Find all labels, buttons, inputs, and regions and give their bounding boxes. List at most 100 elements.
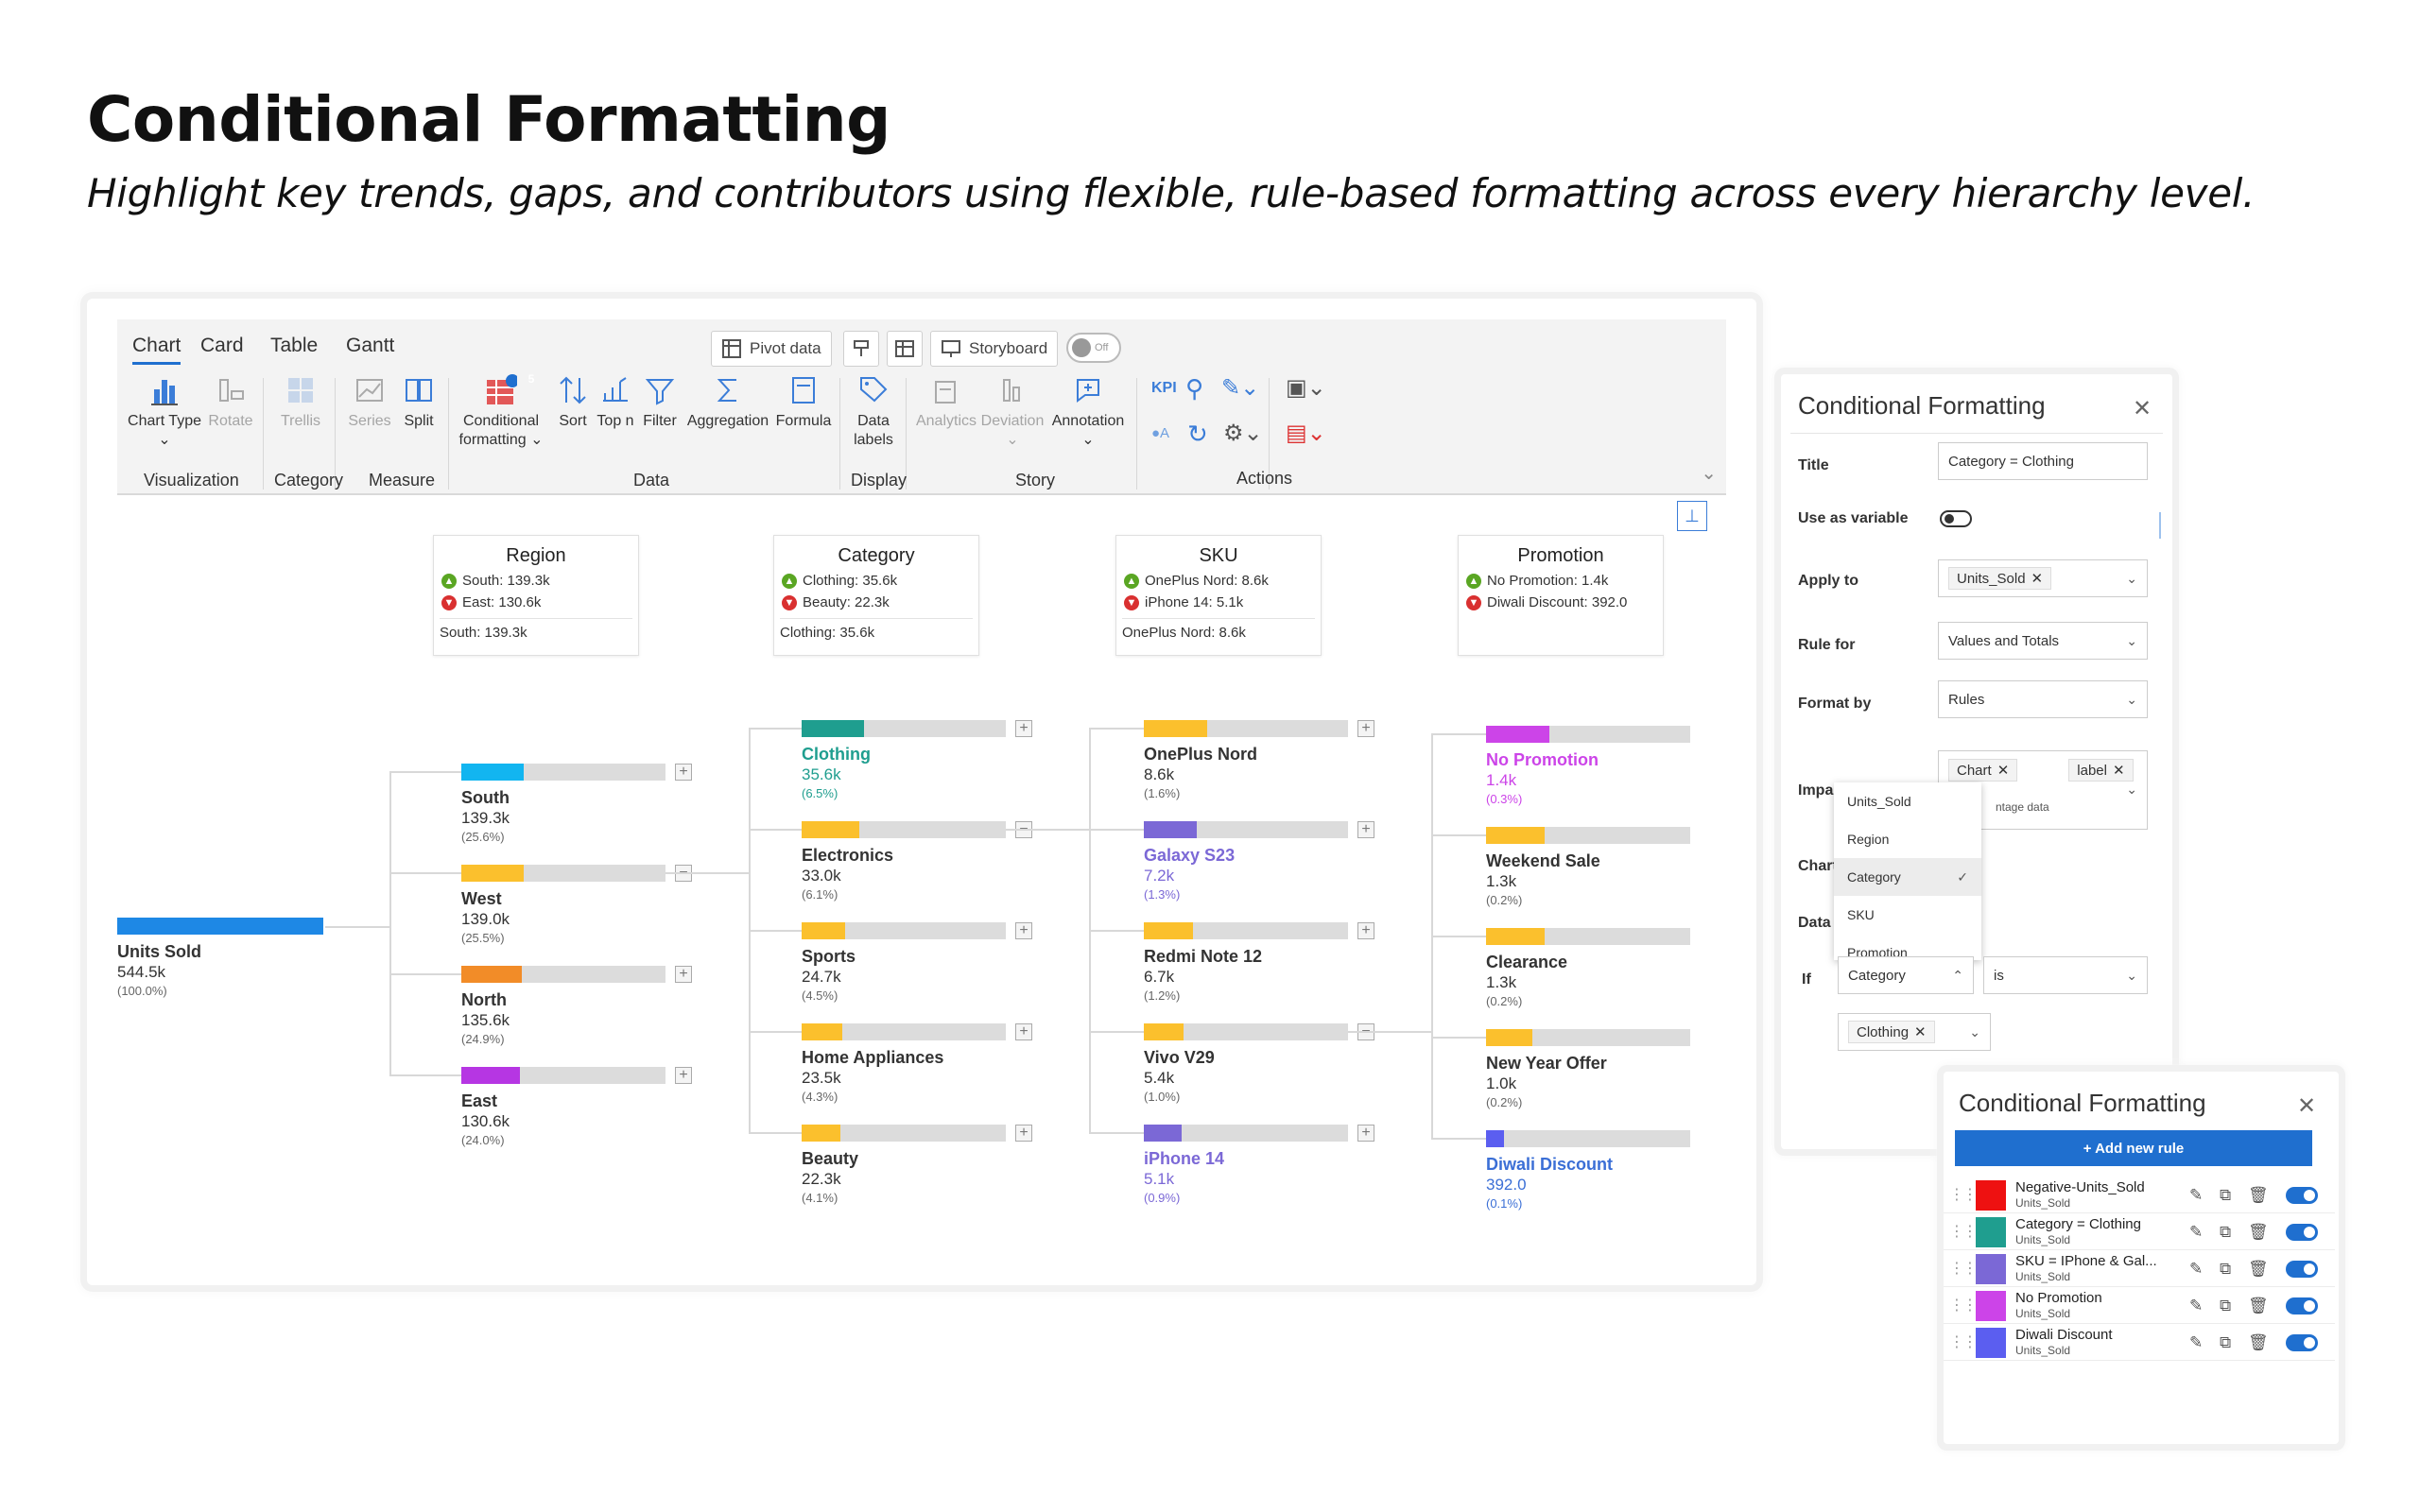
chart-type-button[interactable]: Chart Type ⌄ bbox=[127, 374, 202, 450]
close-icon[interactable]: ✕ bbox=[2297, 1093, 2317, 1119]
tab-card[interactable]: Card bbox=[200, 335, 244, 356]
if-field-select[interactable]: Category ⌃ bbox=[1838, 956, 1974, 994]
aggregation-button[interactable]: Aggregation bbox=[683, 374, 773, 431]
split-button[interactable]: Split bbox=[395, 374, 442, 431]
chevron-up-icon[interactable]: ⌃ bbox=[1952, 967, 1963, 983]
dropdown-option[interactable]: Units_Sold bbox=[1834, 782, 1981, 820]
tree-node[interactable]: Sports 24.7k (4.5%) + bbox=[802, 922, 1044, 1007]
expand-icon[interactable]: + bbox=[675, 764, 692, 781]
impacts-chip-chart[interactable]: Chart ✕ bbox=[1948, 759, 2018, 782]
edit-icon[interactable]: ✎ bbox=[2189, 1223, 2204, 1241]
chevron-down-icon[interactable]: ⌄ bbox=[2126, 691, 2137, 707]
hierarchy-icon[interactable]: ⊥ bbox=[1677, 501, 1707, 531]
tree-node[interactable]: Galaxy S23 7.2k (1.3%) + bbox=[1144, 821, 1386, 906]
rule-enabled-toggle[interactable] bbox=[2286, 1261, 2318, 1278]
copy-icon[interactable]: ⧉ bbox=[2220, 1333, 2232, 1351]
tree-node[interactable]: iPhone 14 5.1k (0.9%) + bbox=[1144, 1125, 1386, 1210]
paint-button[interactable] bbox=[843, 331, 879, 367]
value-select[interactable]: Clothing ✕ ⌄ bbox=[1838, 1013, 1991, 1051]
rule-enabled-toggle[interactable] bbox=[2286, 1187, 2318, 1204]
rule-enabled-toggle[interactable] bbox=[2286, 1334, 2318, 1351]
sort-button[interactable]: Sort bbox=[554, 374, 592, 431]
rule-row[interactable]: ⋮⋮ Negative-Units_Sold Units_Sold ✎ ⧉ 🗑 bbox=[1944, 1177, 2335, 1213]
tree-node[interactable]: OnePlus Nord 8.6k (1.6%) + bbox=[1144, 720, 1386, 805]
chevron-down-icon[interactable]: ⌄ bbox=[2126, 570, 2137, 586]
pdf-icon[interactable]: ▤⌄ bbox=[1286, 421, 1326, 446]
rule-row[interactable]: ⋮⋮ SKU = IPhone & Gal... Units_Sold ✎ ⧉ 🗑 bbox=[1944, 1251, 2335, 1287]
apply-to-select[interactable]: Units_Sold ✕ ⌄ bbox=[1938, 559, 2148, 597]
remove-icon[interactable]: ✕ bbox=[1996, 763, 2010, 779]
delete-icon[interactable]: 🗑 bbox=[2248, 1223, 2269, 1241]
number-format-icon[interactable]: ●A bbox=[1151, 425, 1170, 441]
tree-node[interactable]: New Year Offer 1.0k (0.2%) bbox=[1486, 1029, 1728, 1114]
trellis-button[interactable]: Trellis bbox=[274, 374, 327, 431]
tree-node[interactable]: Weekend Sale 1.3k (0.2%) bbox=[1486, 827, 1728, 912]
copy-icon[interactable]: ⧉ bbox=[2220, 1186, 2232, 1204]
rule-row[interactable]: ⋮⋮ Category = Clothing Units_Sold ✎ ⧉ 🗑 bbox=[1944, 1214, 2335, 1250]
edit-icon[interactable]: ✎ bbox=[2189, 1260, 2204, 1278]
expand-icon[interactable]: + bbox=[675, 1067, 692, 1084]
drag-handle-icon[interactable]: ⋮⋮ bbox=[1949, 1261, 1978, 1277]
expand-icon[interactable]: + bbox=[1015, 922, 1032, 939]
drag-handle-icon[interactable]: ⋮⋮ bbox=[1949, 1297, 1978, 1314]
tree-node[interactable]: North 135.6k (24.9%) + bbox=[461, 966, 703, 1051]
conditional-formatting-button[interactable]: Conditional formatting ⌄ bbox=[456, 374, 546, 450]
tab-chart[interactable]: Chart bbox=[132, 335, 182, 365]
expand-icon[interactable]: + bbox=[675, 966, 692, 983]
rule-enabled-toggle[interactable] bbox=[2286, 1224, 2318, 1241]
series-button[interactable]: Series bbox=[344, 374, 395, 431]
edit-icon[interactable]: ✎ bbox=[2189, 1333, 2204, 1351]
close-icon[interactable]: ✕ bbox=[2133, 396, 2152, 421]
delete-icon[interactable]: 🗑 bbox=[2248, 1186, 2269, 1204]
refresh-icon[interactable]: ↻ bbox=[1187, 420, 1208, 448]
data-labels-button[interactable]: Data labels bbox=[847, 374, 900, 450]
tree-node[interactable]: East 130.6k (24.0%) + bbox=[461, 1067, 703, 1152]
remove-icon[interactable]: ✕ bbox=[2112, 763, 2125, 779]
expand-icon[interactable]: + bbox=[1357, 720, 1374, 737]
drag-handle-icon[interactable]: ⋮⋮ bbox=[1949, 1224, 1978, 1240]
value-chip[interactable]: Clothing ✕ bbox=[1848, 1021, 1935, 1043]
annotation-button[interactable]: Annotation ⌄ bbox=[1046, 374, 1131, 450]
expand-icon[interactable]: + bbox=[1357, 1125, 1374, 1142]
storyboard-button[interactable]: Storyboard bbox=[930, 331, 1059, 367]
expand-icon[interactable]: + bbox=[1357, 922, 1374, 939]
dropdown-option[interactable]: Category ✓ bbox=[1834, 858, 1981, 896]
impacts-chip-label[interactable]: label ✕ bbox=[2068, 759, 2134, 782]
tree-node[interactable]: Beauty 22.3k (4.1%) + bbox=[802, 1125, 1044, 1210]
format-by-select[interactable]: Rules ⌄ bbox=[1938, 680, 2148, 718]
chevron-down-icon[interactable]: ⌄ bbox=[2126, 782, 2137, 797]
dropdown-option[interactable]: SKU bbox=[1834, 896, 1981, 934]
tree-node[interactable]: South 139.3k (25.6%) + bbox=[461, 764, 703, 849]
search-icon[interactable]: ⚲ bbox=[1185, 374, 1204, 403]
export-icon[interactable]: ▣⌄ bbox=[1286, 375, 1326, 401]
expand-icon[interactable]: + bbox=[1015, 1125, 1032, 1142]
chevron-down-icon[interactable]: ⌄ bbox=[1969, 1023, 1980, 1040]
table-format-button[interactable] bbox=[887, 331, 923, 367]
tab-table[interactable]: Table bbox=[270, 335, 319, 356]
edit-icon[interactable]: ✎ bbox=[2189, 1186, 2204, 1204]
gear-icon[interactable]: ⚙⌄ bbox=[1223, 421, 1263, 446]
copy-icon[interactable]: ⧉ bbox=[2220, 1297, 2232, 1314]
kpi-button[interactable]: KPI bbox=[1151, 380, 1177, 396]
formula-button[interactable]: Formula bbox=[773, 374, 834, 431]
rule-enabled-toggle[interactable] bbox=[2286, 1297, 2318, 1314]
scrollbar[interactable] bbox=[2159, 512, 2161, 539]
rule-row[interactable]: ⋮⋮ No Promotion Units_Sold ✎ ⧉ 🗑 bbox=[1944, 1288, 2335, 1324]
expand-icon[interactable]: + bbox=[1015, 1023, 1032, 1040]
pivot-data-button[interactable]: Pivot data bbox=[711, 331, 832, 367]
tab-gantt[interactable]: Gantt bbox=[346, 335, 395, 356]
drag-handle-icon[interactable]: ⋮⋮ bbox=[1949, 1334, 1978, 1350]
deviation-button[interactable]: Deviation ⌄ bbox=[979, 374, 1046, 450]
operator-select[interactable]: is ⌄ bbox=[1983, 956, 2148, 994]
top-n-button[interactable]: Top n bbox=[594, 374, 637, 431]
edit-icon[interactable]: ✎ bbox=[2189, 1297, 2204, 1314]
chevron-down-icon[interactable]: ⌄ bbox=[2126, 632, 2137, 648]
brush-icon[interactable]: ✎⌄ bbox=[1221, 375, 1260, 401]
expand-icon[interactable]: + bbox=[1015, 720, 1032, 737]
apply-to-chip[interactable]: Units_Sold ✕ bbox=[1948, 567, 2052, 590]
tree-node[interactable]: Units Sold 544.5k (100.0%) bbox=[117, 918, 361, 1003]
expand-icon[interactable]: + bbox=[1357, 821, 1374, 838]
tree-node[interactable]: Clearance 1.3k (0.2%) bbox=[1486, 928, 1728, 1013]
